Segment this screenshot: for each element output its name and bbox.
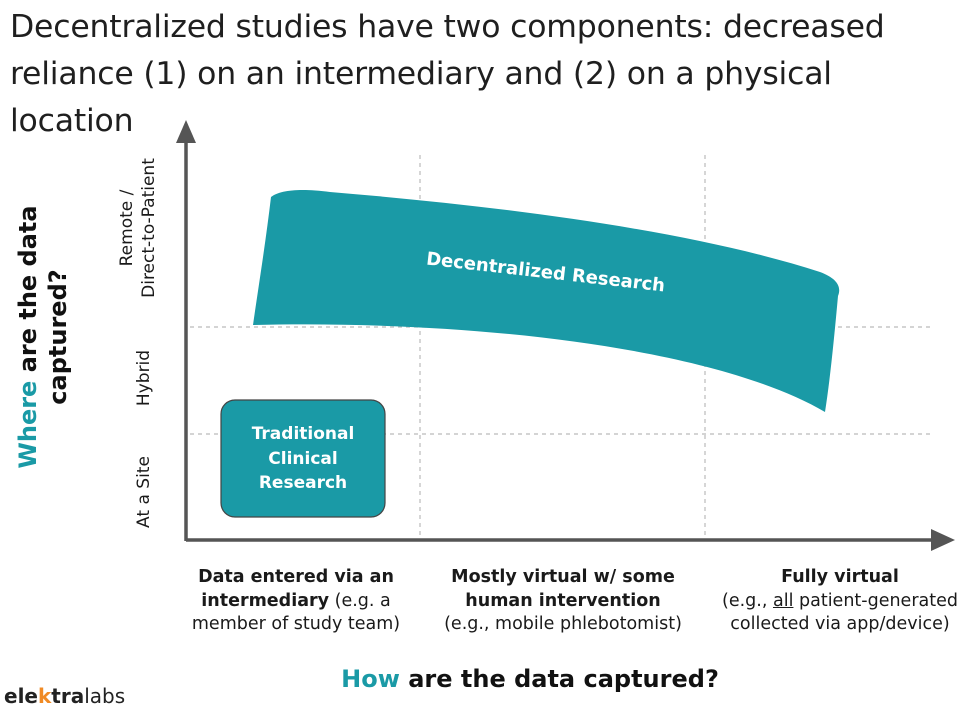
traditional-label-line1: Traditional: [251, 424, 355, 444]
x-cat3-line2-post: patient-generated: [793, 590, 958, 611]
x-category-intermediary: Data entered via an intermediary (e.g. a…: [186, 566, 406, 637]
elektra-labs-logo: elektralabs: [4, 684, 125, 708]
y-axis-title-highlight: Where: [14, 380, 42, 469]
x-category-mostly-virtual: Mostly virtual w/ some human interventio…: [432, 566, 694, 637]
x-cat3-line2-pre: (e.g.,: [722, 590, 773, 611]
logo-part2: k: [37, 684, 52, 708]
x-cat1-line1: Data entered via an: [198, 567, 394, 587]
x-axis-title: How are the data captured?: [300, 665, 760, 693]
x-cat3-line3: collected via app/device): [730, 614, 950, 634]
logo-part3: tra: [51, 684, 85, 708]
traditional-label-line2: Clinical: [268, 448, 338, 469]
decentralized-research-band: [253, 189, 840, 412]
x-axis-arrowhead: [931, 529, 955, 551]
y-axis-arrowhead: [176, 120, 196, 143]
x-cat2-line2: human intervention: [465, 590, 661, 611]
x-cat3-line2-underline: all: [772, 590, 794, 611]
x-category-fully-virtual: Fully virtual (e.g., all patient-generat…: [718, 566, 962, 637]
x-axis-title-highlight: How: [341, 665, 400, 693]
y-axis-title-rest: are the data: [14, 205, 42, 381]
x-cat3-line1: Fully virtual: [781, 567, 899, 587]
x-cat1-line2-normal: (e.g. a: [329, 590, 391, 611]
traditional-research-label: Traditional Clinical Research: [221, 422, 385, 496]
y-tick-hybrid-label: Hybrid: [134, 349, 154, 407]
y-tick-remote-line1: Remote /: [117, 189, 137, 267]
x-cat1-line3: member of study team): [191, 614, 401, 634]
traditional-research-box: [220, 399, 386, 518]
y-tick-site-label: At a Site: [134, 456, 154, 528]
x-cat2-line3: (e.g., mobile phlebotomist): [444, 614, 682, 634]
x-cat1-line2-bold: intermediary: [201, 590, 330, 611]
logo-part4: labs: [84, 684, 126, 708]
traditional-label-line3: Research: [258, 473, 348, 493]
logo-part1: ele: [4, 684, 38, 708]
y-tick-remote-line2: Direct-to-Patient: [139, 158, 159, 298]
y-axis-title-line2: captured?: [44, 269, 72, 405]
x-cat2-line1: Mostly virtual w/ some: [451, 567, 675, 587]
x-axis-title-rest: are the data captured?: [399, 665, 719, 693]
page-title: Decentralized studies have two component…: [10, 9, 885, 139]
